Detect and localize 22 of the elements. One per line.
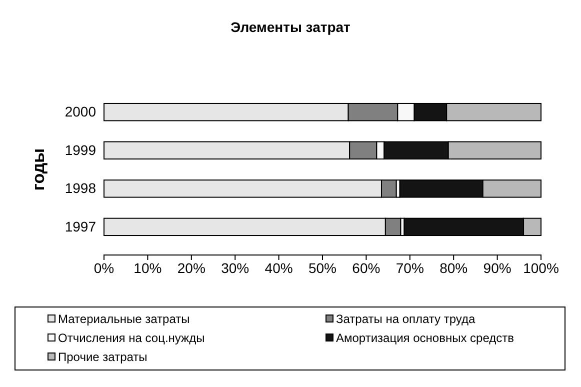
y-axis-title: годы — [29, 148, 48, 191]
chart-title: Элементы затрат — [230, 19, 351, 35]
legend-label: Прочие затраты — [58, 350, 148, 364]
x-tick-label: 70% — [396, 260, 424, 276]
y-tick-label: 1998 — [64, 180, 96, 196]
legend-label: Отчисления на соц.нужды — [58, 331, 205, 345]
x-tick-label: 80% — [440, 260, 468, 276]
x-tick-label: 100% — [523, 260, 559, 276]
x-tick-label: 0% — [94, 260, 114, 276]
legend-label: Затраты на оплату труда — [336, 312, 476, 326]
legend-label: Материальные затраты — [58, 312, 190, 326]
y-tick-label: 1997 — [64, 218, 96, 234]
x-tick-label: 10% — [134, 260, 162, 276]
x-tick-label: 30% — [221, 260, 250, 276]
x-tick-label: 40% — [264, 260, 293, 276]
legend-label: Амортизация основных средств — [336, 331, 514, 345]
x-tick-label: 50% — [308, 260, 337, 276]
y-tick-label: 2000 — [64, 104, 96, 120]
y-tick-label: 1999 — [64, 142, 96, 158]
x-tick-label: 60% — [352, 260, 380, 276]
x-tick-label: 20% — [177, 260, 206, 276]
x-tick-label: 90% — [483, 260, 512, 276]
